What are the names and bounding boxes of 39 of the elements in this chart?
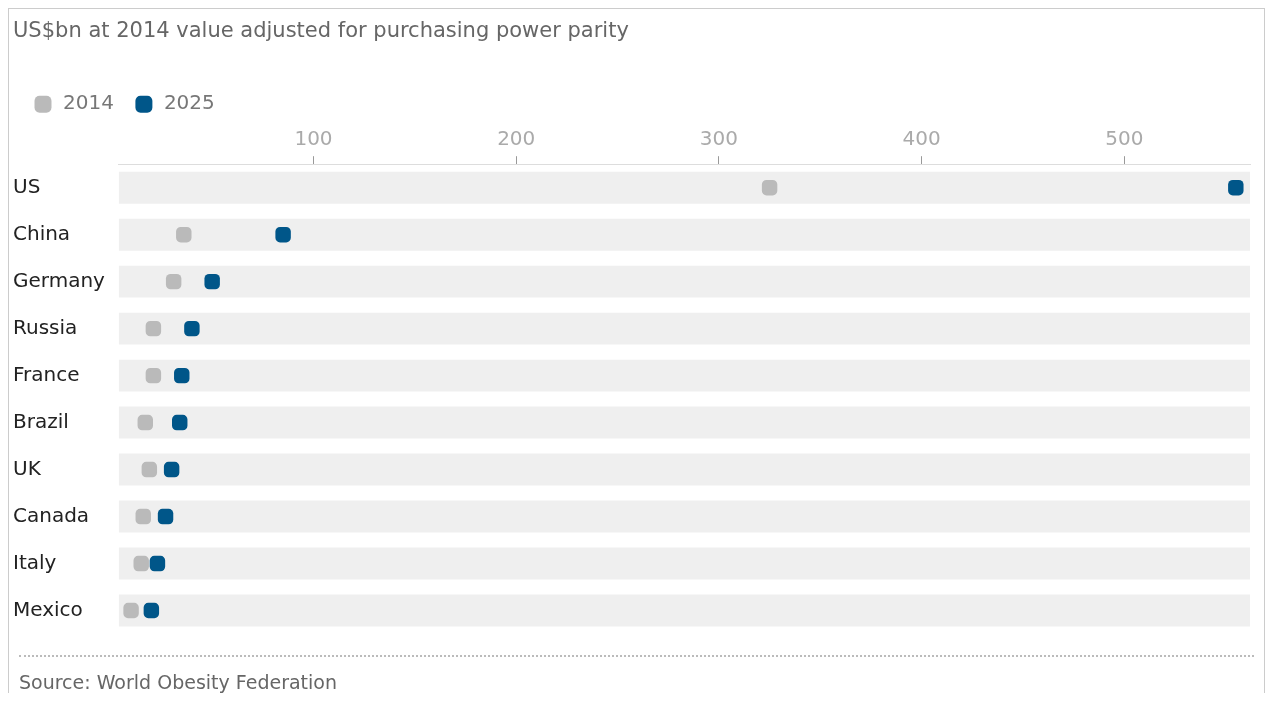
- point: [761, 179, 778, 196]
- point: [172, 414, 188, 431]
- x-tick-label: 300: [699, 126, 739, 151]
- point: [137, 414, 153, 431]
- point: [176, 226, 192, 243]
- legend-label: 2025: [163, 90, 215, 115]
- y-tick-label: Mexico: [13, 596, 83, 621]
- y-tick-label: US: [13, 173, 41, 198]
- source-note: Source: World Obesity Federation: [19, 671, 338, 693]
- point: [123, 602, 139, 619]
- y-tick-label: China: [13, 220, 71, 245]
- point: [184, 320, 200, 337]
- point: [135, 508, 151, 525]
- point: [1228, 179, 1244, 196]
- y-tick-label: UK: [13, 455, 42, 480]
- x-tick-label: 500: [1105, 126, 1144, 151]
- point: [157, 508, 174, 525]
- point: [149, 555, 166, 572]
- point: [275, 226, 291, 243]
- x-tick-label: 400: [902, 126, 941, 151]
- point: [143, 602, 160, 619]
- y-tick-label: Italy: [13, 549, 57, 574]
- y-tick-label: Brazil: [13, 408, 69, 433]
- point: [133, 555, 149, 572]
- point: [141, 461, 158, 478]
- point: [165, 273, 182, 290]
- y-tick-label: France: [13, 361, 80, 386]
- x-tick-label: 200: [497, 126, 536, 151]
- y-tick-label: Canada: [13, 502, 90, 527]
- chart-title: US$bn at 2014 value adjusted for purchasing power parity: [13, 18, 629, 43]
- point: [204, 273, 220, 290]
- point: [163, 461, 180, 478]
- legend-label: 2014: [63, 90, 114, 115]
- point: [174, 367, 190, 384]
- y-tick-label: Germany: [13, 267, 106, 292]
- x-tick-label: 100: [294, 126, 333, 151]
- point: [145, 367, 162, 384]
- point: [145, 320, 162, 337]
- y-tick-label: Russia: [13, 314, 78, 339]
